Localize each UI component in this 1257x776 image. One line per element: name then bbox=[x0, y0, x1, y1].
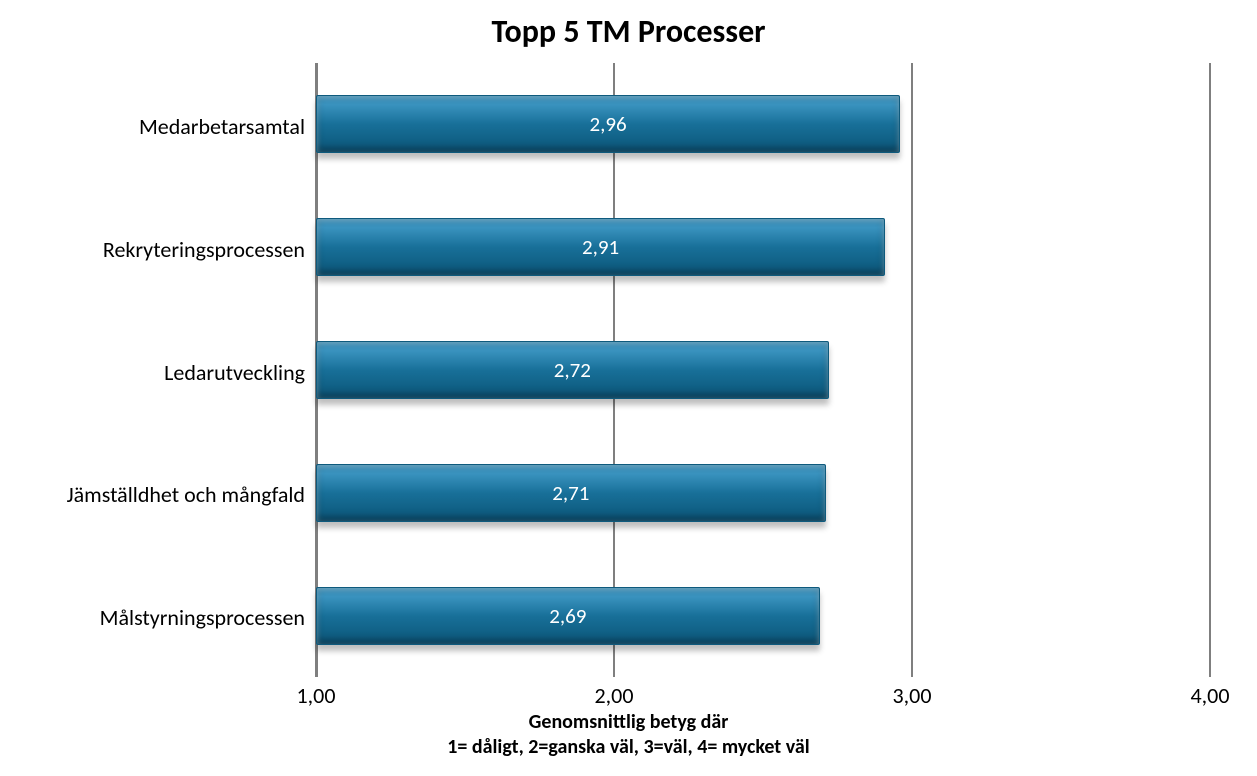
chart-container: Topp 5 TM Processer 2,96 2,91 2,72 2,71 bbox=[0, 0, 1257, 776]
bar-4: 2,69 bbox=[316, 587, 820, 645]
bar-row-0: 2,96 bbox=[316, 63, 1210, 186]
plot-area: 2,96 2,91 2,72 2,71 2,69 bbox=[316, 63, 1210, 677]
bar-row-4: 2,69 bbox=[316, 554, 1210, 677]
category-label-1: Rekryteringsprocessen bbox=[5, 236, 305, 263]
bar-value-2: 2,72 bbox=[554, 357, 591, 383]
x-axis-title-line1: Genomsnittlig betyg där bbox=[0, 710, 1257, 735]
x-axis-title: Genomsnittlig betyg där 1= dåligt, 2=gan… bbox=[0, 710, 1257, 760]
xtick-label-3: 4,00 bbox=[1191, 682, 1230, 709]
xtick-label-1: 2,00 bbox=[595, 682, 634, 709]
bar-3: 2,71 bbox=[316, 464, 826, 522]
bar-row-2: 2,72 bbox=[316, 309, 1210, 432]
chart-title: Topp 5 TM Processer bbox=[0, 12, 1257, 51]
bar-row-3: 2,71 bbox=[316, 431, 1210, 554]
category-label-3: Jämställdhet och mångfald bbox=[5, 481, 305, 508]
bar-0: 2,96 bbox=[316, 95, 900, 153]
bar-2: 2,72 bbox=[316, 341, 829, 399]
x-axis-title-line2: 1= dåligt, 2=ganska väl, 3=väl, 4= mycke… bbox=[0, 735, 1257, 760]
category-label-0: Medarbetarsamtal bbox=[5, 113, 305, 140]
bar-value-1: 2,91 bbox=[582, 234, 619, 260]
category-label-2: Ledarutveckling bbox=[5, 359, 305, 386]
bar-1: 2,91 bbox=[316, 218, 885, 276]
xtick-label-0: 1,00 bbox=[297, 682, 336, 709]
bar-value-3: 2,71 bbox=[552, 480, 589, 506]
xtick-label-2: 3,00 bbox=[893, 682, 932, 709]
bar-value-0: 2,96 bbox=[589, 111, 626, 137]
category-label-4: Målstyrningsprocessen bbox=[5, 604, 305, 631]
bar-value-4: 2,69 bbox=[549, 603, 586, 629]
bar-row-1: 2,91 bbox=[316, 186, 1210, 309]
